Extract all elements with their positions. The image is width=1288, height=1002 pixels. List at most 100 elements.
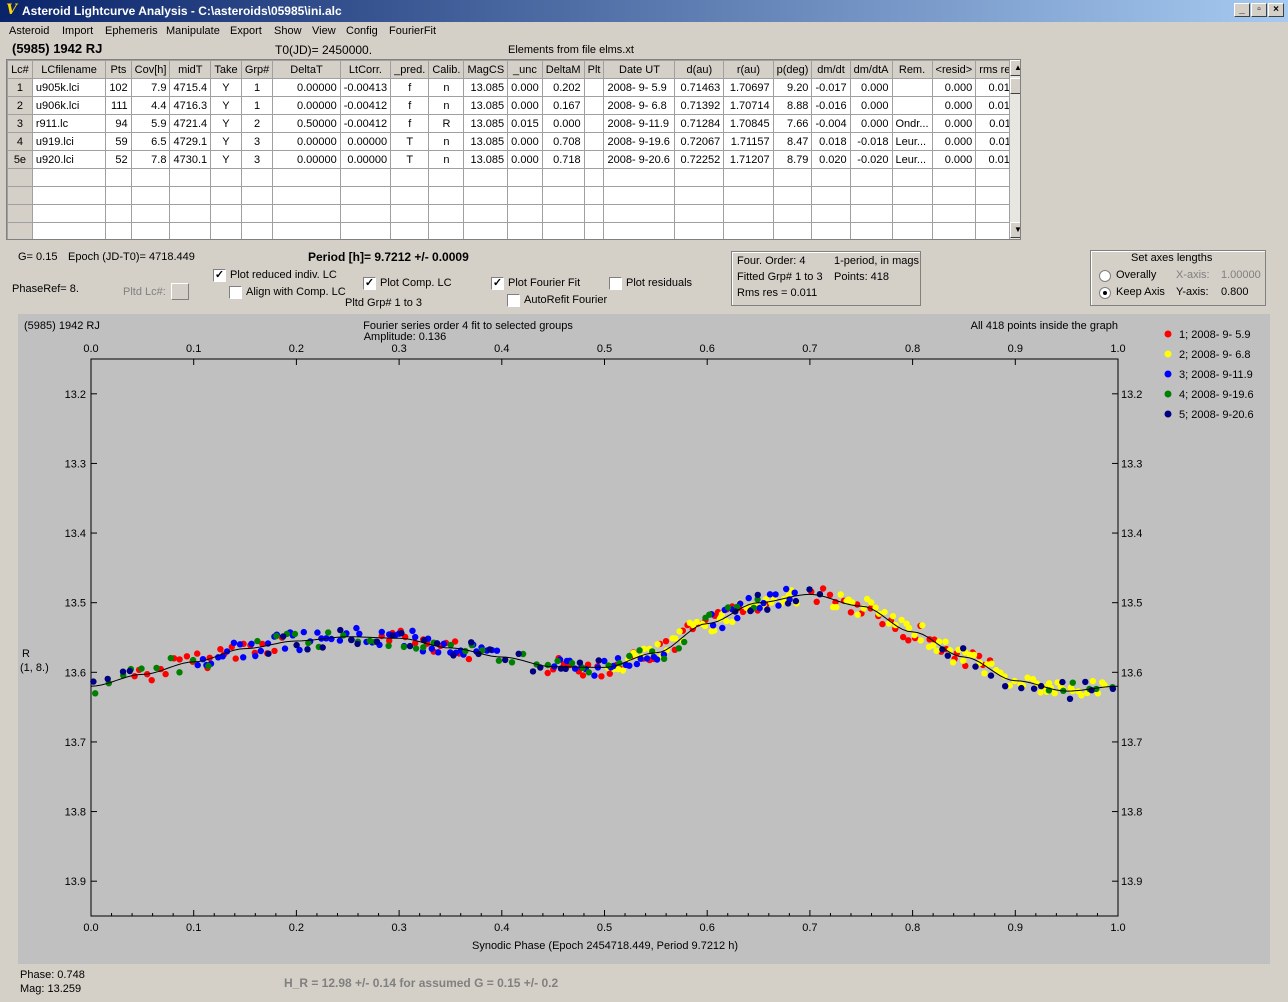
table-cell[interactable]: 2008- 9- 5.9 <box>603 78 676 97</box>
table-cell[interactable]: 0.00000 <box>339 150 392 169</box>
empty-row[interactable] <box>7 186 1020 205</box>
table-cell[interactable]: u905k.lci <box>31 78 107 97</box>
table-cell[interactable]: 2008- 9- 6.8 <box>603 96 676 115</box>
table-cell[interactable] <box>772 186 813 205</box>
table-cell[interactable] <box>169 204 212 223</box>
table-cell[interactable]: 0.71392 <box>674 96 725 115</box>
col-header[interactable]: Cov[h] <box>130 60 171 79</box>
table-cell[interactable]: 111 <box>105 96 132 115</box>
lightcurve-plot-panel[interactable]: 0.0 0.0 0.1 0.1 0.2 0.2 0.3 0.3 0.4 0.4 0.5 0.5 0.6 0… <box>18 314 1270 964</box>
table-cell[interactable] <box>210 204 242 223</box>
col-header[interactable]: p(deg) <box>772 60 813 79</box>
scroll-up-icon[interactable]: ▲ <box>1010 60 1020 76</box>
table-cell[interactable] <box>240 222 274 239</box>
scroll-down-icon[interactable]: ▼ <box>1010 222 1020 238</box>
row-header[interactable]: 1 <box>7 78 33 97</box>
table-cell[interactable] <box>583 78 605 97</box>
table-cell[interactable] <box>583 132 605 151</box>
table-cell[interactable] <box>723 186 774 205</box>
table-cell[interactable] <box>541 186 585 205</box>
table-cell[interactable]: 2 <box>240 114 274 133</box>
table-cell[interactable]: u906k.lci <box>31 96 107 115</box>
row-header[interactable]: 3 <box>7 114 33 133</box>
table-cell[interactable] <box>603 186 676 205</box>
table-cell[interactable] <box>583 96 605 115</box>
table-cell[interactable]: 0.718 <box>541 150 585 169</box>
col-header[interactable]: MagCS <box>463 60 509 79</box>
table-cell[interactable] <box>541 222 585 239</box>
table-cell[interactable] <box>891 168 933 187</box>
table-cell[interactable] <box>849 204 893 223</box>
table-cell[interactable]: 52 <box>105 150 132 169</box>
table-cell[interactable] <box>339 222 392 239</box>
table-cell[interactable] <box>811 222 851 239</box>
table-cell[interactable]: u920.lci <box>31 150 107 169</box>
keep-axis-radio[interactable] <box>1099 287 1111 299</box>
col-header[interactable]: r(au) <box>723 60 774 79</box>
table-cell[interactable]: 0.00000 <box>272 96 341 115</box>
table-cell[interactable]: 5.9 <box>130 114 171 133</box>
col-header[interactable]: DeltaM <box>541 60 585 79</box>
table-cell[interactable]: 13.085 <box>463 150 509 169</box>
table-cell[interactable]: 1.71207 <box>723 150 774 169</box>
table-cell[interactable] <box>31 222 107 239</box>
row-header[interactable]: 4 <box>7 132 33 151</box>
table-cell[interactable] <box>541 168 585 187</box>
table-cell[interactable]: -0.020 <box>849 150 893 169</box>
table-cell[interactable] <box>130 204 171 223</box>
table-cell[interactable]: 2008- 9-19.6 <box>603 132 676 151</box>
table-cell[interactable]: -0.018 <box>849 132 893 151</box>
table-cell[interactable] <box>583 150 605 169</box>
table-cell[interactable]: 0.018 <box>811 132 851 151</box>
table-cell[interactable]: 4721.4 <box>169 114 212 133</box>
table-cell[interactable]: 0.00000 <box>339 132 392 151</box>
table-cell[interactable] <box>169 168 212 187</box>
table-row[interactable]: 2 u906k.lci 111 4.4 4716.3 Y 1 0.00000 -0.00412 f… <box>7 96 1020 115</box>
table-cell[interactable]: n <box>428 132 465 151</box>
table-cell[interactable] <box>507 168 543 187</box>
table-cell[interactable] <box>849 186 893 205</box>
restore-button[interactable]: ▫ <box>1251 3 1267 17</box>
table-cell[interactable] <box>931 186 977 205</box>
table-cell[interactable]: 0.000 <box>507 96 543 115</box>
table-row[interactable]: 1 u905k.lci 102 7.9 4715.4 Y 1 0.00000 -0.00413 f… <box>7 78 1020 97</box>
table-cell[interactable] <box>772 204 813 223</box>
col-header[interactable]: Rem. <box>891 60 933 79</box>
table-cell[interactable] <box>105 204 132 223</box>
table-cell[interactable] <box>428 204 465 223</box>
table-cell[interactable] <box>463 168 509 187</box>
table-cell[interactable]: 0.000 <box>507 132 543 151</box>
table-cell[interactable] <box>240 204 274 223</box>
row-header[interactable]: 5e <box>7 150 33 169</box>
table-cell[interactable] <box>105 222 132 239</box>
table-cell[interactable]: Y <box>210 78 242 97</box>
scroll-thumb[interactable] <box>1010 78 1020 94</box>
table-cell[interactable] <box>811 186 851 205</box>
table-cell[interactable] <box>390 168 430 187</box>
table-cell[interactable] <box>390 186 430 205</box>
col-header[interactable]: Pts <box>105 60 132 79</box>
table-cell[interactable] <box>849 222 893 239</box>
table-cell[interactable]: 0.000 <box>931 78 977 97</box>
col-header[interactable]: LtCorr. <box>339 60 392 79</box>
table-cell[interactable] <box>603 168 676 187</box>
table-cell[interactable]: 0.000 <box>931 132 977 151</box>
table-cell[interactable]: 102 <box>105 78 132 97</box>
table-cell[interactable] <box>772 222 813 239</box>
table-cell[interactable] <box>583 222 605 239</box>
table-cell[interactable] <box>583 168 605 187</box>
table-cell[interactable]: 0.00000 <box>272 78 341 97</box>
row-header[interactable] <box>7 204 33 223</box>
table-cell[interactable]: 0.000 <box>507 150 543 169</box>
col-header[interactable]: LCfilename <box>31 60 107 79</box>
table-cell[interactable] <box>130 222 171 239</box>
table-cell[interactable] <box>849 168 893 187</box>
col-header[interactable]: rms res <box>975 60 1020 79</box>
table-cell[interactable]: 4.4 <box>130 96 171 115</box>
table-cell[interactable]: 1.70845 <box>723 114 774 133</box>
table-cell[interactable] <box>210 222 242 239</box>
overally-radio[interactable] <box>1099 270 1111 282</box>
col-header[interactable]: _pred. <box>390 60 430 79</box>
lightcurve-table[interactable]: Lc# LCfilename Pts Cov[h] midT Take Grp# DeltaT… <box>6 59 1021 240</box>
